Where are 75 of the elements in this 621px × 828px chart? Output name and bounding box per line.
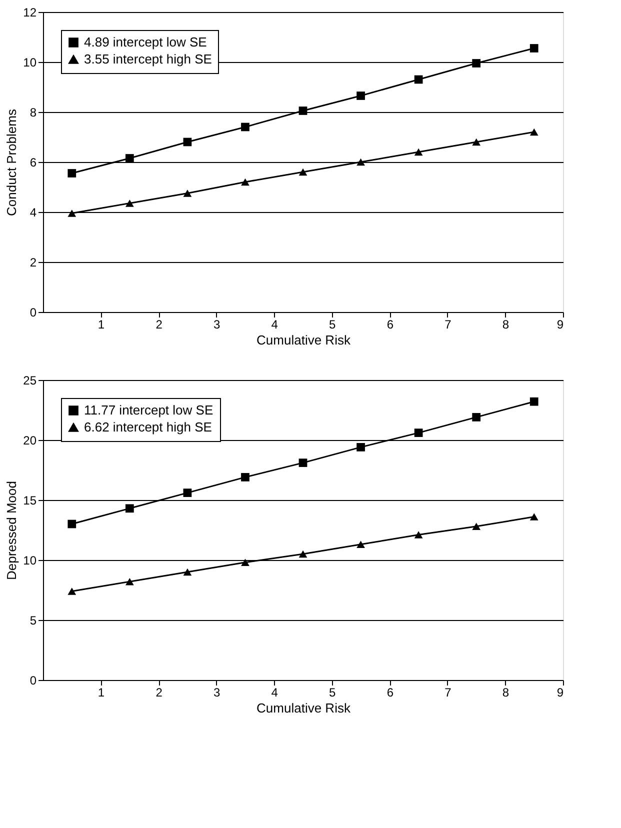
- x-tick-label: 1: [98, 318, 105, 332]
- point: [298, 550, 308, 558]
- x-axis-title: Cumulative Risk: [256, 332, 351, 348]
- point: [68, 169, 76, 178]
- y-tick-label: 12: [23, 6, 37, 20]
- x-tick-label: 5: [329, 318, 336, 332]
- x-tick-label: 9: [556, 318, 564, 332]
- x-tick-label: 5: [329, 686, 336, 700]
- point: [125, 154, 134, 162]
- y-tick-label: 2: [30, 256, 37, 270]
- x-tick-label: 8: [502, 318, 510, 332]
- legend-label: 4.89 intercept low SE: [84, 34, 208, 50]
- point: [530, 44, 538, 52]
- y-tick-label: 15: [23, 494, 37, 508]
- point: [356, 443, 365, 452]
- y-tick-label: 8: [30, 106, 37, 120]
- point: [472, 59, 481, 68]
- point: [241, 473, 250, 482]
- y-tick-label: 25: [23, 374, 37, 388]
- point: [68, 588, 76, 595]
- y-tick-label: 5: [30, 614, 37, 628]
- y-axis-title: Depressed Mood: [4, 481, 20, 580]
- point: [68, 520, 76, 528]
- point: [68, 210, 76, 217]
- y-tick-label: 0: [30, 674, 37, 688]
- point: [241, 558, 250, 566]
- x-tick-label: 3: [213, 318, 220, 332]
- x-axis-title: Cumulative Risk: [256, 700, 351, 716]
- point: [472, 413, 481, 422]
- x-tick-label: 6: [386, 318, 394, 332]
- y-tick-label: 20: [23, 434, 37, 448]
- x-tick-label: 7: [444, 686, 452, 700]
- point: [183, 190, 192, 197]
- point: [414, 148, 423, 156]
- point: [530, 128, 538, 136]
- point: [125, 504, 134, 513]
- point: [298, 458, 308, 467]
- x-tick-label: 2: [156, 686, 163, 700]
- x-tick-label: 4: [271, 686, 278, 700]
- x-tick-label: 3: [213, 686, 220, 700]
- point: [298, 106, 308, 115]
- point: [356, 92, 365, 100]
- y-tick-label: 4: [30, 206, 37, 220]
- point: [356, 540, 365, 548]
- point: [414, 531, 423, 538]
- y-tick-label: 6: [30, 156, 37, 170]
- point: [472, 522, 481, 530]
- point: [125, 578, 134, 586]
- point: [241, 122, 250, 132]
- y-tick-label: 10: [23, 554, 37, 568]
- point: [472, 138, 481, 146]
- y-tick-label: 10: [23, 56, 37, 70]
- point: [183, 568, 192, 576]
- x-tick-label: 9: [556, 686, 564, 700]
- point: [530, 397, 538, 406]
- legend-label: 6.62 intercept high SE: [84, 420, 212, 434]
- legend-label: 3.55 intercept high SE: [84, 52, 212, 66]
- point: [414, 428, 423, 437]
- x-tick-label: 7: [444, 318, 452, 332]
- point: [183, 138, 192, 146]
- y-tick-label: 0: [30, 306, 37, 320]
- legend-label: 11.77 intercept low SE: [84, 402, 214, 418]
- point: [414, 75, 423, 84]
- x-tick-label: 6: [386, 686, 394, 700]
- point: [241, 178, 250, 186]
- x-tick-label: 2: [156, 318, 163, 332]
- point: [183, 488, 192, 497]
- x-tick-label: 1: [98, 686, 105, 700]
- point: [530, 513, 538, 520]
- y-axis-title: Conduct Problems: [4, 108, 20, 216]
- point: [356, 158, 365, 166]
- x-tick-label: 4: [271, 318, 278, 332]
- point: [298, 168, 308, 176]
- x-tick-label: 8: [502, 686, 510, 700]
- point: [125, 200, 134, 207]
